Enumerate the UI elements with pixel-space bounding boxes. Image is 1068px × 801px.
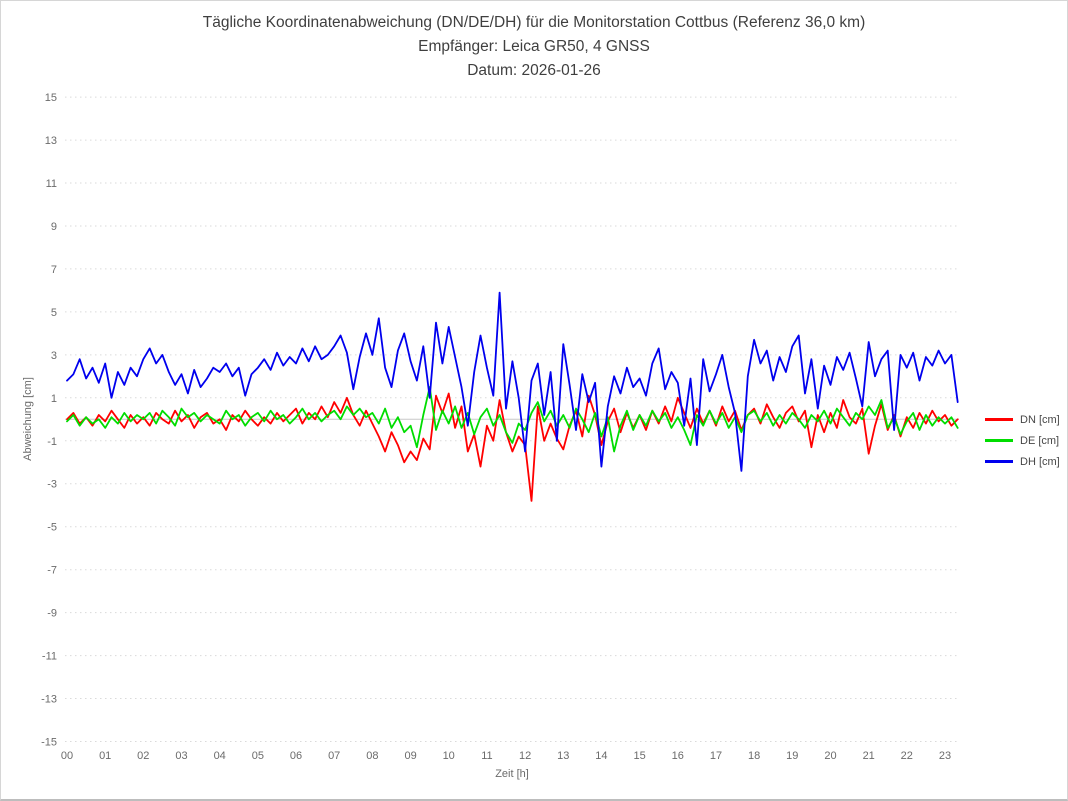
- x-tick-label: 01: [99, 750, 111, 762]
- x-tick-label: 19: [786, 750, 798, 762]
- legend-label-de: DE [cm]: [1020, 434, 1060, 447]
- chart-subtitle-receiver: Empfänger: Leica GR50, 4 GNSS: [418, 38, 650, 55]
- y-tick-label: 13: [45, 135, 57, 147]
- x-tick-label: 10: [443, 750, 455, 762]
- series-line-de: [66, 386, 959, 453]
- legend-swatch-dn-line: [985, 418, 1013, 421]
- x-tick-label: 04: [214, 750, 226, 762]
- x-tick-label: 00: [61, 750, 73, 762]
- y-tick-label: -7: [47, 565, 57, 577]
- y-tick-label: 11: [46, 178, 57, 190]
- chart-header: Tägliche Koordinatenabweichung (DN/DE/DH…: [1, 11, 1067, 83]
- x-tick-label: 23: [939, 750, 951, 762]
- x-tick-label: 17: [710, 750, 722, 762]
- legend-swatch-de-line: [985, 439, 1013, 442]
- legend-swatch-dh-line: [985, 460, 1013, 463]
- y-tick-label: 15: [45, 92, 57, 104]
- x-tick-label: 16: [672, 750, 684, 762]
- legend-item-dn: DN [cm]: [985, 409, 1060, 430]
- x-tick-label: 08: [366, 750, 378, 762]
- x-tick-label: 21: [863, 750, 875, 762]
- y-tick-label: 5: [51, 307, 57, 319]
- x-tick-label: 07: [328, 750, 340, 762]
- x-tick-label: 05: [252, 750, 264, 762]
- x-tick-label: 06: [290, 750, 302, 762]
- x-tick-label: 14: [595, 750, 607, 762]
- x-tick-label: 15: [633, 750, 645, 762]
- y-tick-label: -15: [41, 737, 57, 749]
- y-tick-label: -11: [42, 651, 57, 663]
- series-line-dh: [66, 291, 959, 472]
- y-tick-label: -3: [47, 479, 57, 491]
- y-tick-label: 7: [51, 264, 57, 276]
- y-tick-label: -9: [47, 608, 57, 620]
- x-tick-label: 18: [748, 750, 760, 762]
- x-tick-label: 02: [137, 750, 149, 762]
- y-tick-label: 3: [51, 350, 57, 362]
- x-tick-label: 22: [901, 750, 913, 762]
- chart-title: Tägliche Koordinatenabweichung (DN/DE/DH…: [202, 14, 866, 31]
- y-axis-label: Abweichung [cm]: [22, 377, 34, 461]
- y-tick-label: 1: [51, 393, 57, 405]
- legend-label-dh: DH [cm]: [1020, 455, 1060, 468]
- x-axis-label: Zeit [h]: [495, 768, 529, 780]
- x-tick-label: 20: [824, 750, 836, 762]
- legend: DN [cm] DE [cm] DH [cm]: [985, 409, 1060, 472]
- series-line-dn: [66, 392, 959, 502]
- y-tick-label: 9: [51, 221, 57, 233]
- legend-item-dh: DH [cm]: [985, 451, 1060, 472]
- legend-label-dn: DN [cm]: [1020, 413, 1060, 426]
- y-tick-label: -1: [47, 436, 57, 448]
- y-tick-label: -13: [41, 694, 57, 706]
- x-tick-label: 12: [519, 750, 531, 762]
- x-tick-label: 13: [557, 750, 569, 762]
- x-tick-label: 11: [481, 750, 492, 762]
- chart-subtitle-date: Datum: 2026-01-26: [467, 62, 601, 79]
- x-tick-label: 09: [404, 750, 416, 762]
- x-tick-label: 03: [175, 750, 187, 762]
- y-tick-label: -5: [47, 522, 57, 534]
- legend-item-de: DE [cm]: [985, 430, 1060, 451]
